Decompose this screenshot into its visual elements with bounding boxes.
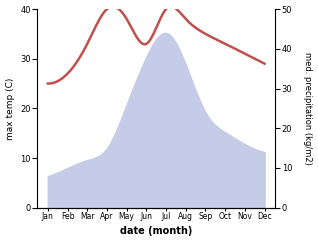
Y-axis label: max temp (C): max temp (C): [5, 77, 15, 140]
X-axis label: date (month): date (month): [120, 227, 192, 236]
Y-axis label: med. precipitation (kg/m2): med. precipitation (kg/m2): [303, 52, 313, 165]
